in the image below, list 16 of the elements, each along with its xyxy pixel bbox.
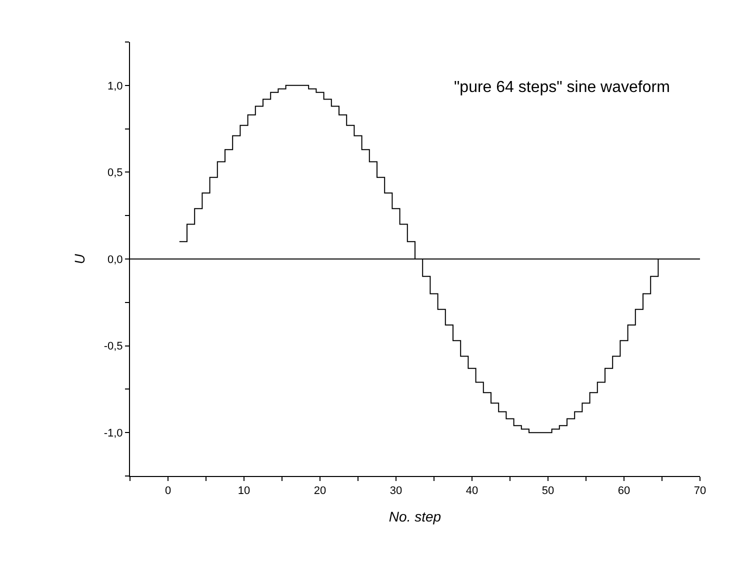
x-tick-label: 50 xyxy=(542,485,554,498)
x-tick-label: 40 xyxy=(466,485,478,498)
x-tick-label: 60 xyxy=(618,485,630,498)
x-tick-label: 30 xyxy=(390,485,402,498)
y-tick-label: 0,5 xyxy=(108,167,123,180)
y-tick-label: 0,0 xyxy=(108,254,123,266)
x-tick-label: 70 xyxy=(694,485,706,498)
x-tick-label: 20 xyxy=(314,485,326,498)
x-axis-title: No. step xyxy=(388,508,442,524)
y-axis-title: U xyxy=(71,253,88,264)
x-tick-label: 0 xyxy=(164,485,172,498)
x-tick-label: 10 xyxy=(238,485,250,498)
y-tick-label: 1,0 xyxy=(108,80,123,92)
annotation: "pure 64 steps" sine waveform xyxy=(454,79,670,96)
y-tick-label: -0,5 xyxy=(104,340,123,353)
y-tick-label: -1,0 xyxy=(104,427,123,440)
